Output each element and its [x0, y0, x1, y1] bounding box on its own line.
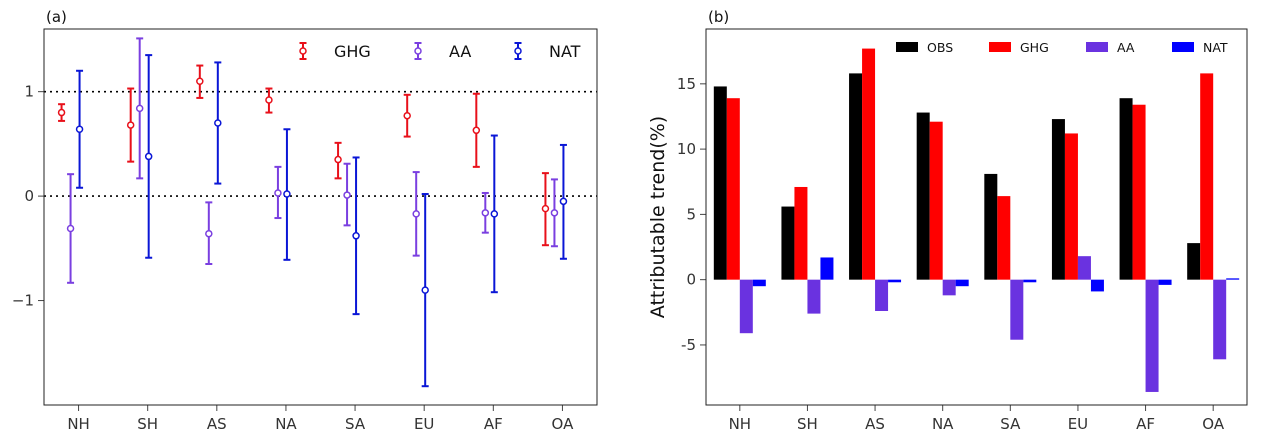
errorbar-point	[196, 77, 204, 85]
x-tick-label: SH	[137, 415, 158, 433]
errorbar-ghg	[541, 172, 550, 247]
errorbar-ghg	[196, 64, 204, 99]
legend-marker	[414, 47, 422, 55]
errorbar-ghg	[265, 87, 273, 114]
errorbar-nat	[144, 54, 153, 259]
errorbar-nat	[490, 134, 499, 294]
errorbar-aa	[66, 173, 75, 284]
errorbar-point	[343, 191, 351, 199]
legend-item-ghg: GHG	[299, 42, 371, 61]
legend-label: AA	[449, 42, 471, 61]
errorbar-point	[550, 209, 559, 217]
errorbar-ghg	[472, 92, 481, 168]
errorbar-nat	[283, 128, 291, 261]
errorbar-aa	[550, 178, 559, 248]
errorbar-nat	[214, 61, 222, 185]
errorbar-point	[559, 197, 568, 206]
errorbar-aa	[274, 165, 282, 220]
errorbar-point	[274, 189, 282, 197]
errorbar-nat	[559, 143, 568, 260]
errorbar-ghg	[403, 93, 411, 138]
legend-item-nat: NAT	[514, 42, 581, 61]
errorbar-nat	[421, 193, 429, 388]
errorbar-point	[490, 210, 499, 218]
x-tick-label: AF	[484, 415, 503, 433]
errorbar-aa	[205, 201, 213, 265]
legend-label: GHG	[334, 42, 371, 61]
errorbar-aa	[481, 191, 490, 234]
errorbar-point	[57, 108, 66, 117]
x-tick-label: OA	[552, 415, 575, 433]
plot-frame-a	[43, 28, 598, 406]
errorbar-ghg	[334, 141, 342, 180]
errorbar-ghg	[126, 87, 135, 163]
errorbar-point	[412, 210, 420, 218]
errorbar-point	[135, 104, 144, 113]
errorbar-nat	[352, 156, 360, 316]
errorbar-point	[205, 229, 213, 238]
errorbar-point	[265, 96, 273, 104]
panel-label-a: (a)	[46, 8, 67, 26]
errorbar-point	[334, 155, 342, 164]
legend-marker	[299, 47, 307, 55]
errorbar-point	[403, 111, 411, 120]
errorbar-aa	[343, 162, 351, 227]
errorbar-aa	[135, 37, 144, 180]
errorbar-point	[541, 204, 550, 213]
errorbar-point	[421, 286, 429, 294]
errorbar-ghg	[57, 103, 66, 122]
errorbar-point	[352, 232, 360, 240]
errorbar-aa	[412, 171, 420, 257]
y-tick-label: 0	[24, 187, 34, 205]
errorbar-point	[472, 126, 481, 135]
x-tick-label: AS	[207, 415, 227, 433]
errorbar-point	[214, 119, 222, 127]
x-tick-label: NH	[67, 415, 90, 433]
y-tick-label: 1	[24, 83, 34, 101]
errorbar-nat	[75, 69, 84, 189]
errorbar-point	[283, 190, 291, 198]
errorbar-point	[144, 152, 153, 161]
legend-marker	[514, 47, 522, 55]
errorbar-point	[66, 224, 75, 233]
x-tick-label: SA	[345, 415, 366, 433]
legend-item-aa: AA	[414, 42, 471, 61]
errorbar-point	[481, 209, 490, 217]
errorbar-point	[126, 121, 135, 129]
legend-label: NAT	[549, 42, 581, 61]
errorbar-point	[75, 125, 84, 134]
x-tick-label: NA	[275, 415, 297, 433]
y-tick-label: −1	[12, 292, 34, 310]
x-tick-label: EU	[414, 415, 434, 433]
